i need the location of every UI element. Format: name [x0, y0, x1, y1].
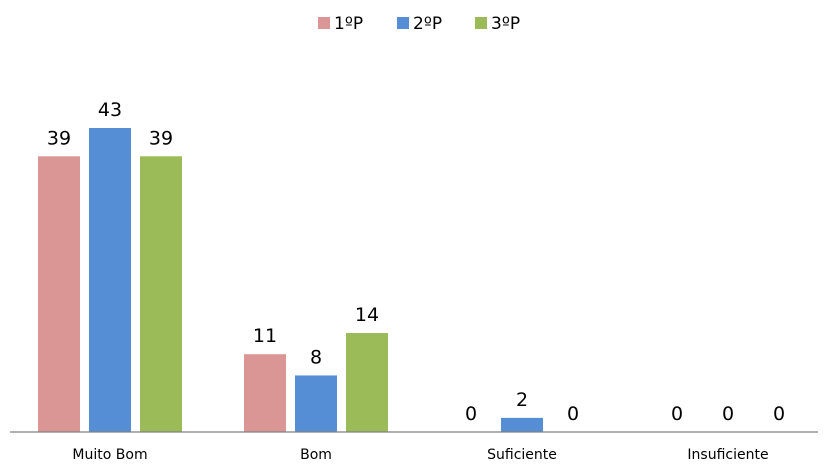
- data-label-2-4: 0: [722, 403, 734, 425]
- legend: 1ºP 2ºP 3ºP: [318, 14, 520, 34]
- legend-swatch-1: [318, 17, 330, 29]
- category-label-4: Insuficiente: [687, 447, 768, 463]
- legend-swatch-3: [475, 17, 487, 29]
- data-label-3-2: 14: [355, 304, 379, 326]
- data-label-1-4: 0: [671, 403, 683, 425]
- data-label-2-3: 2: [516, 389, 528, 411]
- legend-swatch-2: [397, 17, 409, 29]
- bars: [38, 128, 543, 433]
- bar-1-1: [38, 156, 80, 433]
- category-labels: Muito Bom Bom Suficiente Insuficiente: [72, 447, 768, 463]
- bar-3-2: [346, 333, 388, 432]
- category-label-3: Suficiente: [487, 447, 557, 463]
- legend-label-3: 3ºP: [491, 14, 520, 34]
- category-label-1: Muito Bom: [72, 447, 147, 463]
- category-label-2: Bom: [300, 447, 332, 463]
- legend-label-1: 1ºP: [334, 14, 363, 34]
- data-label-3-3: 0: [567, 403, 579, 425]
- data-label-1-3: 0: [465, 403, 477, 425]
- bar-3-1: [140, 156, 182, 433]
- bar-2-1: [89, 128, 131, 432]
- data-label-1-1: 39: [47, 127, 71, 149]
- data-label-2-1: 43: [98, 99, 122, 121]
- data-label-3-1: 39: [149, 127, 173, 149]
- data-label-3-4: 0: [773, 403, 785, 425]
- data-label-1-2: 11: [253, 325, 277, 347]
- legend-label-2: 2ºP: [413, 14, 442, 34]
- bar-2-3: [501, 417, 543, 432]
- bar-1-2: [244, 354, 286, 432]
- bar-2-2: [295, 375, 337, 432]
- data-label-2-2: 8: [310, 346, 322, 368]
- data-labels: 39 43 39 11 8 14 0 2 0 0 0 0: [47, 99, 785, 425]
